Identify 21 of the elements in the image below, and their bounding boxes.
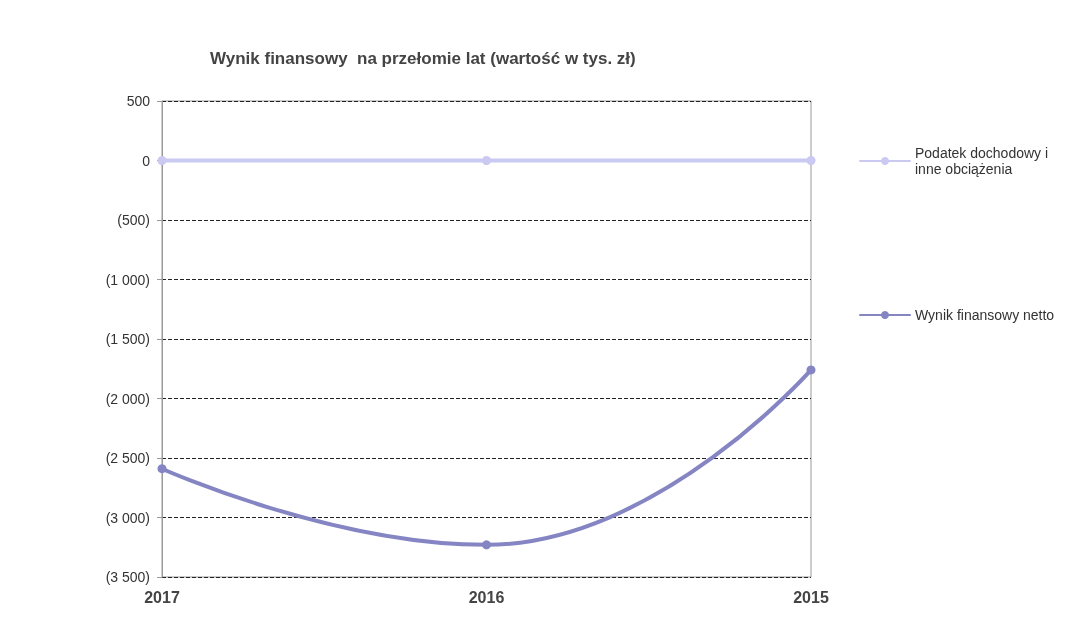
point (482, 540, 491, 550)
y-tick-label: (500) (117, 212, 150, 228)
x-tick-label: 2015 (793, 588, 829, 606)
point (157, 464, 167, 474)
chart-title: Wynik finansowy na przełomie lat (wartość w tys. zł) (210, 49, 636, 68)
y-tick-label: 0 (142, 152, 151, 169)
point (482, 156, 491, 165)
point (806, 365, 816, 375)
y-tick-label: (2 000) (105, 390, 150, 407)
y-tick-label: (3 500) (105, 569, 150, 585)
point (806, 156, 816, 165)
y-tick-label: (1 000) (105, 271, 150, 288)
y-tick-label: 500 (126, 93, 151, 109)
legend-label: Wynik finansowy netto (915, 307, 1055, 323)
x-tick-label: 2016 (468, 588, 505, 606)
point (157, 156, 167, 165)
y-tick-label: (3 000) (105, 509, 150, 526)
y-tick-label: (1 500) (105, 331, 150, 347)
x-tick-label: 2017 (144, 588, 180, 606)
legend-label: Podatek dochodowy i inne obciążenia (915, 145, 1052, 177)
y-tick-label: (2 500) (105, 450, 150, 466)
